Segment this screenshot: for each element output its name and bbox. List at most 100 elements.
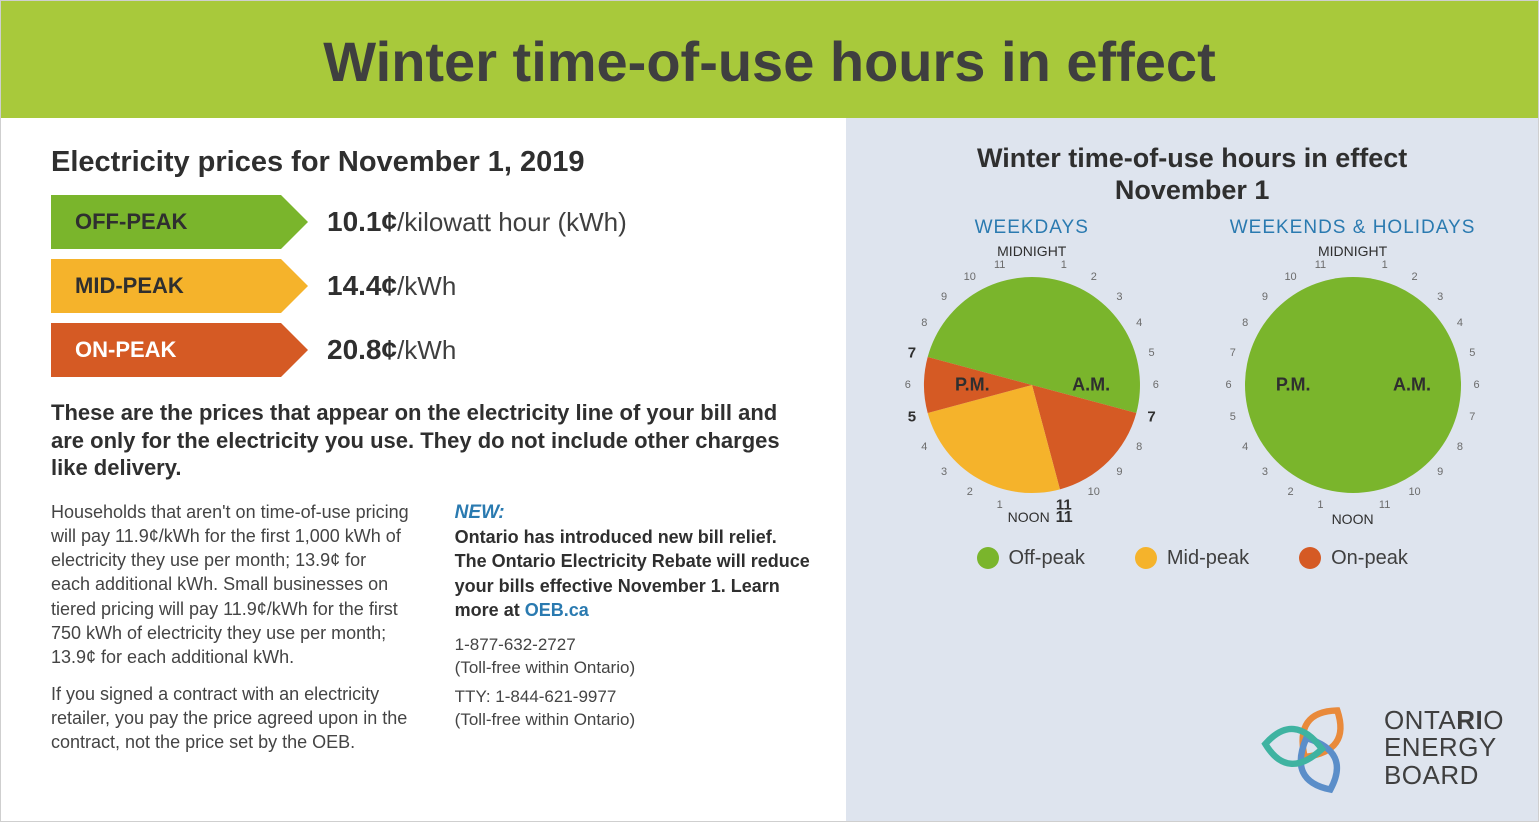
clock-tick: 8 xyxy=(1457,441,1463,453)
right-panel: Winter time-of-use hours in effect Novem… xyxy=(846,118,1538,821)
price-row-mid: MID-PEAK 14.4¢/kWh xyxy=(51,259,812,313)
phone-2: TTY: 1-844-621-9977 xyxy=(455,686,813,709)
phone-2-sub: (Toll-free within Ontario) xyxy=(455,709,813,732)
clock-tick: 1 xyxy=(1061,259,1067,271)
legend: Off-peak Mid-peak On-peak xyxy=(876,547,1508,570)
phone-1-sub: (Toll-free within Ontario) xyxy=(455,657,813,680)
clock-tick: 5 xyxy=(1469,347,1475,359)
clock-tick: 10 xyxy=(1284,271,1296,283)
clock-tick: 7 xyxy=(908,344,916,361)
tiered-pricing-text: Households that aren't on time-of-use pr… xyxy=(51,500,409,670)
legend-mid: Mid-peak xyxy=(1135,547,1249,570)
details-columns: Households that aren't on time-of-use pr… xyxy=(51,500,812,767)
oeb-logo: ONTARIO ENERGY BOARD xyxy=(1256,693,1504,803)
clock-tick: 6 xyxy=(1226,379,1232,391)
clock-tick: 2 xyxy=(1288,486,1294,498)
clock-tick: 3 xyxy=(1262,466,1268,478)
oeb-logo-icon xyxy=(1256,693,1366,803)
clock-ampm-label: P.M. xyxy=(1276,374,1311,395)
new-label: NEW: xyxy=(455,500,813,526)
legend-on: On-peak xyxy=(1299,547,1408,570)
prices-heading: Electricity prices for November 1, 2019 xyxy=(51,146,812,179)
on-peak-label: ON-PEAK xyxy=(75,337,176,363)
clock-tick: 9 xyxy=(1116,466,1122,478)
clock-tick: 5 xyxy=(1230,411,1236,423)
swatch-mid-icon xyxy=(1135,547,1157,569)
clock-tick: 2 xyxy=(967,486,973,498)
midnight-label-1: MIDNIGHT xyxy=(997,243,1066,259)
price-disclaimer: These are the prices that appear on the … xyxy=(51,399,812,482)
clock-tick: 7 xyxy=(1147,408,1155,425)
clock-tick: 9 xyxy=(1437,466,1443,478)
clock-tick: 11 xyxy=(1379,499,1390,511)
swatch-off-icon xyxy=(977,547,999,569)
clock-tick: 8 xyxy=(1242,317,1248,329)
clock-tick: 10 xyxy=(964,271,976,283)
clock-tick: 5 xyxy=(908,408,916,425)
clock-tick: 1 xyxy=(1317,499,1323,511)
left-panel: Electricity prices for November 1, 2019 … xyxy=(1,118,846,821)
clock-tick: 6 xyxy=(905,379,911,391)
clock-tick: 6 xyxy=(1474,379,1480,391)
off-peak-price: 10.1¢/kilowatt hour (kWh) xyxy=(327,206,627,238)
right-title: Winter time-of-use hours in effect Novem… xyxy=(876,142,1508,207)
weekend-label: WEEKENDS & HOLIDAYS xyxy=(1213,217,1493,239)
clock-tick: 7 xyxy=(1469,411,1475,423)
clock-tick: 1 xyxy=(997,499,1003,511)
clock-tick: 8 xyxy=(921,317,927,329)
clock-tick: 11 xyxy=(1315,259,1326,271)
clock-tick: 3 xyxy=(1116,291,1122,303)
on-peak-price: 20.8¢/kWh xyxy=(327,334,456,366)
weekday-clock-col: WEEKDAYS MIDNIGHT 1122334455667788991010… xyxy=(892,217,1172,525)
infographic-container: Winter time-of-use hours in effect Elect… xyxy=(0,0,1539,822)
noon-label-1: NOON11 xyxy=(1008,509,1073,527)
clock-tick: 4 xyxy=(1242,441,1248,453)
price-row-off: OFF-PEAK 10.1¢/kilowatt hour (kWh) xyxy=(51,195,812,249)
on-peak-tag: ON-PEAK xyxy=(51,323,281,377)
mid-peak-tag: MID-PEAK xyxy=(51,259,281,313)
weekday-label: WEEKDAYS xyxy=(892,217,1172,239)
clock-tick: 11 xyxy=(994,259,1005,271)
banner-title: Winter time-of-use hours in effect xyxy=(1,1,1538,118)
clock-tick: 8 xyxy=(1136,441,1142,453)
clock-tick: 7 xyxy=(1230,347,1236,359)
clock-tick: 2 xyxy=(1091,271,1097,283)
clock-tick: 4 xyxy=(1457,317,1463,329)
swatch-on-icon xyxy=(1299,547,1321,569)
clock-tick: 9 xyxy=(1262,291,1268,303)
clock-ampm-label: A.M. xyxy=(1072,374,1110,395)
weekday-clock: MIDNIGHT 11223344556677889910101111A.M.P… xyxy=(892,245,1172,525)
mid-peak-label: MID-PEAK xyxy=(75,273,184,299)
clock-tick: 5 xyxy=(1148,347,1154,359)
body: Electricity prices for November 1, 2019 … xyxy=(1,118,1538,821)
clock-tick: 9 xyxy=(941,291,947,303)
clock-tick: 4 xyxy=(921,441,927,453)
legend-off: Off-peak xyxy=(977,547,1085,570)
details-col-2: NEW: Ontario has introduced new bill rel… xyxy=(455,500,813,767)
clock-tick: 2 xyxy=(1412,271,1418,283)
oeb-link[interactable]: OEB.ca xyxy=(525,600,589,620)
noon-label-2: NOON xyxy=(1332,511,1374,527)
clock-tick: 6 xyxy=(1153,379,1159,391)
off-peak-tag: OFF-PEAK xyxy=(51,195,281,249)
clock-tick: 3 xyxy=(941,466,947,478)
weekend-clock-col: WEEKENDS & HOLIDAYS MIDNIGHT NOON 112233… xyxy=(1213,217,1493,525)
retailer-contract-text: If you signed a contract with an electri… xyxy=(51,682,409,755)
phone-1: 1-877-632-2727 xyxy=(455,634,813,657)
clock-ampm-label: P.M. xyxy=(955,374,990,395)
clocks-row: WEEKDAYS MIDNIGHT 1122334455667788991010… xyxy=(876,217,1508,525)
midnight-label-2: MIDNIGHT xyxy=(1318,243,1387,259)
clock-tick: 1 xyxy=(1382,259,1388,271)
clock-ampm-label: A.M. xyxy=(1393,374,1431,395)
clock-tick: 3 xyxy=(1437,291,1443,303)
off-peak-label: OFF-PEAK xyxy=(75,209,187,235)
price-row-on: ON-PEAK 20.8¢/kWh xyxy=(51,323,812,377)
clock-tick: 4 xyxy=(1136,317,1142,329)
clock-tick: 10 xyxy=(1408,486,1420,498)
mid-peak-price: 14.4¢/kWh xyxy=(327,270,456,302)
weekend-clock: MIDNIGHT NOON 11223344556677889910101111… xyxy=(1213,245,1493,525)
details-col-1: Households that aren't on time-of-use pr… xyxy=(51,500,409,767)
oeb-logo-text: ONTARIO ENERGY BOARD xyxy=(1384,707,1504,789)
rebate-text: Ontario has introduced new bill relief. … xyxy=(455,525,813,622)
clock-tick: 10 xyxy=(1088,486,1100,498)
